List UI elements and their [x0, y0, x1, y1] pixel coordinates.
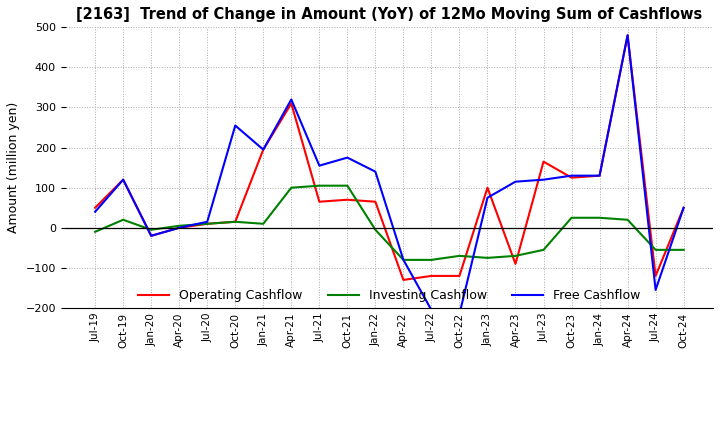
Investing Cashflow — [483, 255, 492, 260]
Operating Cashflow — [427, 273, 436, 279]
Operating Cashflow — [203, 221, 212, 227]
Investing Cashflow — [91, 229, 99, 235]
Free Cashflow — [91, 209, 99, 214]
Legend: Operating Cashflow, Investing Cashflow, Free Cashflow: Operating Cashflow, Investing Cashflow, … — [133, 284, 646, 308]
Investing Cashflow — [175, 223, 184, 228]
Operating Cashflow — [147, 233, 156, 238]
Operating Cashflow — [259, 147, 268, 152]
Free Cashflow — [567, 173, 576, 178]
Free Cashflow — [455, 312, 464, 317]
Operating Cashflow — [119, 177, 127, 182]
Investing Cashflow — [259, 221, 268, 227]
Free Cashflow — [511, 179, 520, 184]
Line: Investing Cashflow: Investing Cashflow — [95, 186, 683, 260]
Operating Cashflow — [231, 219, 240, 224]
Operating Cashflow — [343, 197, 351, 202]
Free Cashflow — [624, 33, 632, 38]
Line: Operating Cashflow: Operating Cashflow — [95, 35, 683, 280]
Operating Cashflow — [511, 261, 520, 267]
Investing Cashflow — [679, 247, 688, 253]
Free Cashflow — [119, 177, 127, 182]
Investing Cashflow — [315, 183, 324, 188]
Investing Cashflow — [595, 215, 604, 220]
Operating Cashflow — [483, 185, 492, 191]
Operating Cashflow — [624, 33, 632, 38]
Operating Cashflow — [567, 175, 576, 180]
Investing Cashflow — [287, 185, 296, 191]
Free Cashflow — [595, 173, 604, 178]
Investing Cashflow — [624, 217, 632, 222]
Free Cashflow — [427, 308, 436, 313]
Free Cashflow — [231, 123, 240, 128]
Investing Cashflow — [119, 217, 127, 222]
Free Cashflow — [652, 287, 660, 293]
Investing Cashflow — [427, 257, 436, 263]
Free Cashflow — [483, 195, 492, 200]
Investing Cashflow — [231, 219, 240, 224]
Investing Cashflow — [511, 253, 520, 259]
Investing Cashflow — [455, 253, 464, 259]
Line: Free Cashflow: Free Cashflow — [95, 35, 683, 314]
Investing Cashflow — [539, 247, 548, 253]
Free Cashflow — [287, 97, 296, 102]
Free Cashflow — [203, 219, 212, 224]
Operating Cashflow — [455, 273, 464, 279]
Investing Cashflow — [147, 227, 156, 232]
Operating Cashflow — [287, 101, 296, 106]
Free Cashflow — [371, 169, 379, 174]
Operating Cashflow — [91, 205, 99, 210]
Operating Cashflow — [371, 199, 379, 204]
Free Cashflow — [679, 205, 688, 210]
Investing Cashflow — [203, 221, 212, 227]
Free Cashflow — [315, 163, 324, 168]
Free Cashflow — [147, 233, 156, 238]
Investing Cashflow — [652, 247, 660, 253]
Operating Cashflow — [679, 205, 688, 210]
Investing Cashflow — [371, 227, 379, 232]
Operating Cashflow — [539, 159, 548, 164]
Investing Cashflow — [567, 215, 576, 220]
Operating Cashflow — [595, 173, 604, 178]
Free Cashflow — [399, 257, 408, 263]
Free Cashflow — [343, 155, 351, 160]
Y-axis label: Amount (million yen): Amount (million yen) — [7, 102, 20, 233]
Investing Cashflow — [343, 183, 351, 188]
Operating Cashflow — [399, 277, 408, 282]
Operating Cashflow — [652, 273, 660, 279]
Operating Cashflow — [315, 199, 324, 204]
Free Cashflow — [539, 177, 548, 182]
Operating Cashflow — [175, 225, 184, 231]
Investing Cashflow — [399, 257, 408, 263]
Free Cashflow — [175, 225, 184, 231]
Free Cashflow — [259, 147, 268, 152]
Title: [2163]  Trend of Change in Amount (YoY) of 12Mo Moving Sum of Cashflows: [2163] Trend of Change in Amount (YoY) o… — [76, 7, 703, 22]
